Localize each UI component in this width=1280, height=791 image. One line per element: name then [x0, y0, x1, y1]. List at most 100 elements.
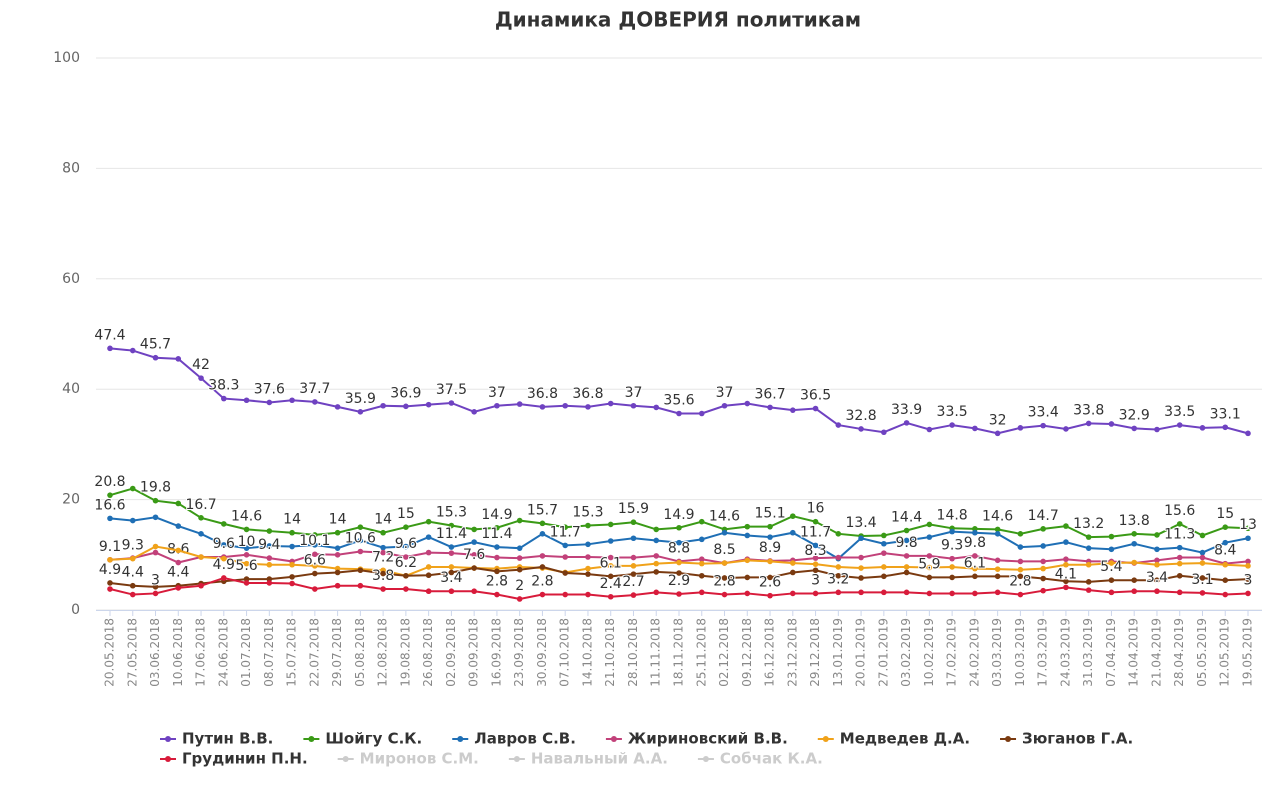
- point: [312, 563, 318, 569]
- legend-item[interactable]: Собчак К.А.: [697, 750, 823, 768]
- point: [312, 542, 318, 548]
- point: [221, 555, 227, 562]
- point: [767, 574, 773, 581]
- point: [198, 531, 204, 537]
- point: [630, 563, 637, 569]
- point: [721, 575, 728, 581]
- data-label: 14: [283, 512, 301, 528]
- point: [972, 590, 978, 597]
- point: [1017, 425, 1024, 431]
- x-tick-label: 20.01.2019: [854, 618, 868, 687]
- point: [129, 485, 136, 492]
- legend-item[interactable]: Миронов С.М.: [337, 750, 479, 768]
- legend-item[interactable]: Шойгу С.К.: [303, 730, 422, 748]
- point: [334, 552, 341, 558]
- point: [494, 568, 500, 575]
- legend-item[interactable]: Путин В.В.: [160, 730, 273, 748]
- x-tick-label: 28.10.2018: [626, 618, 640, 687]
- point: [334, 569, 341, 576]
- legend-label: Лавров С.В.: [474, 730, 576, 748]
- data-label: 9.8: [964, 535, 986, 551]
- data-label: 3.1: [1191, 572, 1213, 588]
- point: [448, 569, 455, 576]
- data-label: 20.8: [94, 474, 125, 490]
- legend-item[interactable]: Жириновский В.В.: [605, 730, 788, 748]
- point: [175, 585, 182, 591]
- point: [221, 542, 227, 548]
- x-tick-label: 25.11.2018: [694, 618, 708, 687]
- point: [334, 404, 341, 410]
- point: [562, 554, 568, 560]
- point: [289, 543, 295, 550]
- point: [266, 576, 273, 582]
- point: [1040, 422, 1046, 429]
- point: [1176, 554, 1183, 561]
- data-label: 33.4: [1028, 405, 1059, 421]
- point: [334, 582, 341, 589]
- point: [1085, 561, 1092, 568]
- x-tick-label: 19.08.2018: [398, 618, 412, 687]
- point: [129, 591, 136, 598]
- legend-item[interactable]: Медведев Д.А.: [817, 730, 970, 748]
- y-tick-label: 20: [62, 492, 80, 508]
- legend-item[interactable]: Навальный А.А.: [508, 750, 668, 768]
- point: [539, 553, 546, 559]
- point: [1176, 544, 1183, 551]
- point: [881, 532, 887, 539]
- point: [1154, 532, 1160, 538]
- point: [425, 588, 432, 595]
- point: [1040, 587, 1046, 594]
- data-label: 16: [807, 501, 825, 517]
- point: [585, 571, 591, 577]
- legend-item[interactable]: Грудинин П.Н.: [160, 750, 308, 768]
- data-label: 13.2: [1073, 516, 1104, 532]
- point: [812, 542, 819, 549]
- data-label: 4.4: [122, 565, 144, 581]
- data-label: 14.6: [231, 508, 262, 524]
- x-tick-label: 18.11.2018: [672, 618, 686, 687]
- point: [858, 426, 864, 432]
- point: [1085, 534, 1092, 540]
- point: [744, 400, 751, 407]
- point: [1108, 533, 1115, 540]
- data-label: 37.7: [299, 381, 330, 397]
- legend-item[interactable]: Лавров С.В.: [452, 730, 576, 748]
- point: [1154, 557, 1160, 564]
- point: [152, 514, 159, 521]
- point: [562, 524, 568, 530]
- point: [1245, 590, 1251, 597]
- x-tick-label: 12.08.2018: [376, 618, 390, 687]
- point: [607, 538, 614, 544]
- point: [744, 523, 751, 530]
- point: [858, 565, 864, 571]
- point: [516, 566, 523, 573]
- point: [494, 402, 500, 409]
- point: [972, 526, 978, 532]
- data-label: 14: [374, 512, 392, 528]
- point: [972, 425, 978, 432]
- x-tick-label: 27.05.2018: [125, 618, 139, 687]
- point: [1176, 560, 1183, 567]
- point: [562, 542, 568, 549]
- point: [607, 563, 614, 569]
- point: [175, 356, 182, 362]
- point: [1108, 560, 1115, 566]
- data-label: 14.9: [481, 507, 512, 523]
- data-label: 15.1: [754, 506, 785, 522]
- point: [289, 529, 295, 536]
- data-label: 45.7: [140, 337, 171, 353]
- data-label: 8.5: [713, 542, 735, 558]
- legend-label: Навальный А.А.: [531, 750, 668, 768]
- data-label: 2.4: [600, 576, 622, 592]
- x-tick-label: 16.09.2018: [489, 618, 503, 687]
- x-tick-label: 08.07.2018: [262, 618, 276, 687]
- point: [1063, 523, 1069, 529]
- point: [471, 539, 477, 545]
- legend-marker: [165, 756, 171, 762]
- point: [1085, 587, 1092, 593]
- data-label: 8.8: [668, 540, 690, 556]
- data-label: 2.7: [622, 574, 644, 590]
- x-tick-label: 21.04.2019: [1149, 618, 1163, 687]
- point: [926, 574, 933, 581]
- legend-item[interactable]: Зюганов Г.А.: [1000, 730, 1133, 748]
